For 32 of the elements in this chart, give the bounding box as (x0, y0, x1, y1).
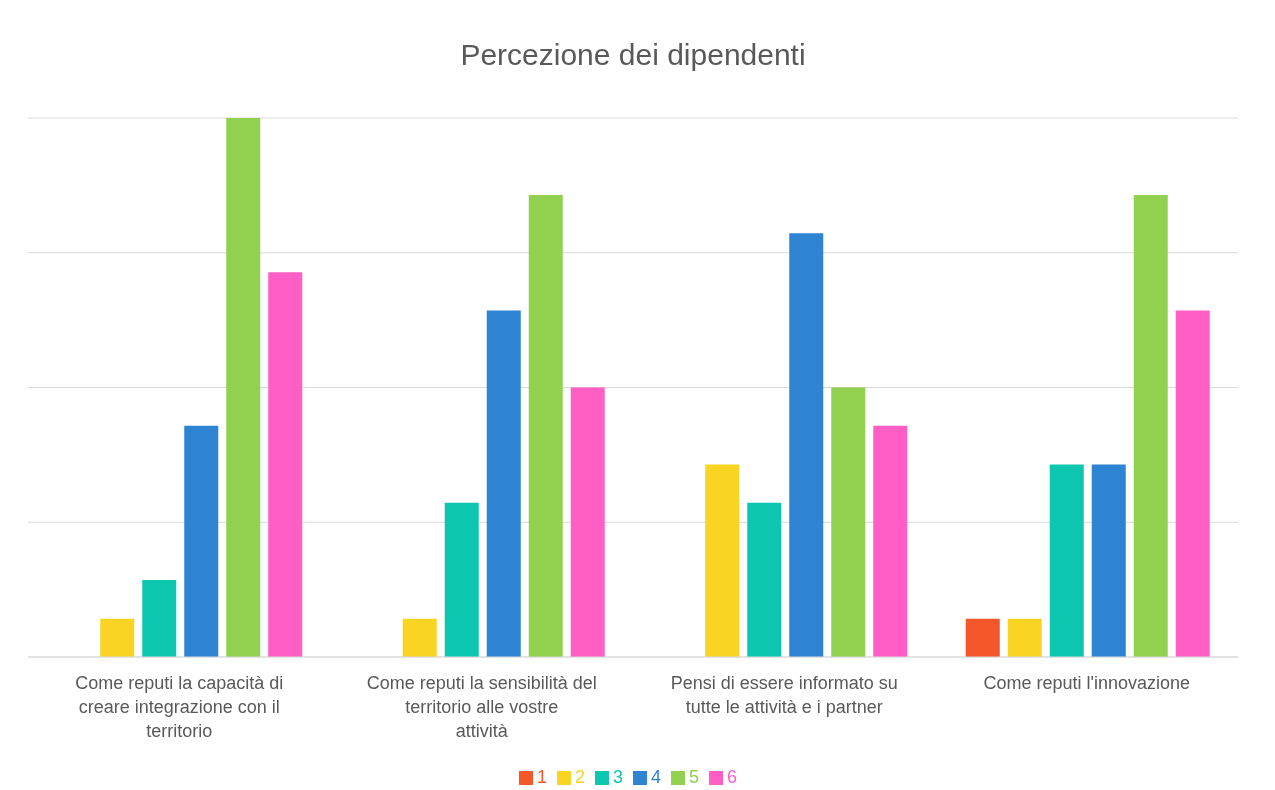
x-tick-label: Come reputi la sensibilità del territorio alle vostre attività (366, 673, 597, 741)
bar (184, 425, 219, 657)
legend-label: 2 (574, 767, 585, 787)
bar (1049, 464, 1084, 657)
bar (486, 310, 521, 657)
bar (100, 618, 135, 657)
legend-label: 3 (612, 767, 623, 787)
bar (705, 464, 740, 657)
bar (268, 272, 303, 657)
bar (873, 425, 908, 657)
bar (402, 618, 437, 657)
bar (1175, 310, 1210, 657)
x-tick-label: Come reputi la capacità di creare integrazione con il territorio (75, 673, 284, 741)
bar (226, 118, 261, 657)
legend-label: 5 (689, 767, 700, 787)
bar (570, 387, 605, 657)
x-tick-label: Pensi di essere informato su tutte le attività e i partner (670, 673, 898, 717)
legend-label: 4 (651, 767, 662, 787)
bar (789, 233, 824, 657)
bar (142, 579, 177, 657)
bar (965, 618, 1000, 657)
bar (1091, 464, 1126, 657)
bar (1133, 195, 1168, 657)
bar (831, 387, 866, 657)
legend-label: 6 (727, 767, 738, 787)
x-tick-label: Come reputi l'innovazione (983, 673, 1191, 693)
bar (1007, 618, 1042, 657)
bar (444, 502, 479, 657)
chart-title: Percezione dei dipendenti (459, 37, 807, 73)
bar (528, 195, 563, 657)
bar (747, 502, 782, 657)
legend-label: 1 (536, 767, 547, 787)
